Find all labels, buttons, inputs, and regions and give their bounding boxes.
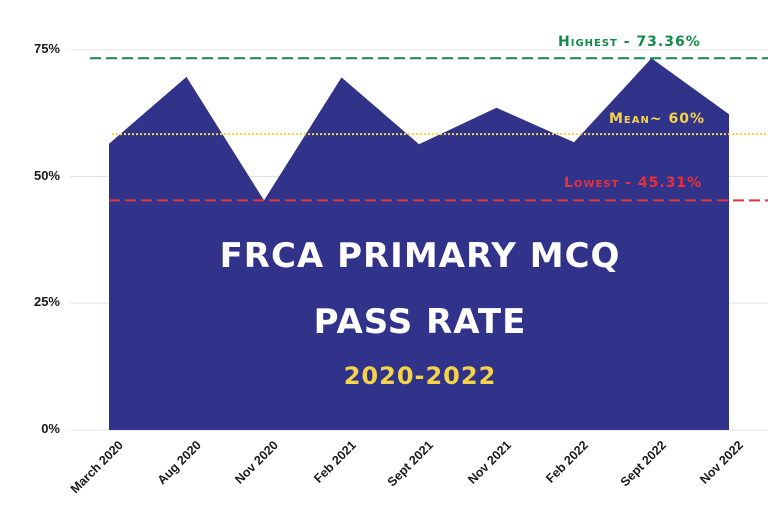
y-tick-0: 0% [41, 421, 60, 436]
lowest-annotation: Lowest - 45.31% [564, 175, 703, 191]
chart-title-line1: FRCA PRIMARY MCQ [219, 236, 621, 276]
chart-title-line2: PASS RATE [313, 302, 527, 342]
mean-annotation: Mean~ 60% [609, 111, 705, 127]
y-tick-75: 75% [33, 41, 60, 56]
pass-rate-area [109, 58, 729, 431]
y-tick-50: 50% [33, 168, 60, 183]
chart-subtitle: 2020-2022 [343, 362, 497, 390]
highest-annotation: Highest - 73.36% [558, 34, 701, 50]
y-tick-25: 25% [33, 294, 60, 309]
